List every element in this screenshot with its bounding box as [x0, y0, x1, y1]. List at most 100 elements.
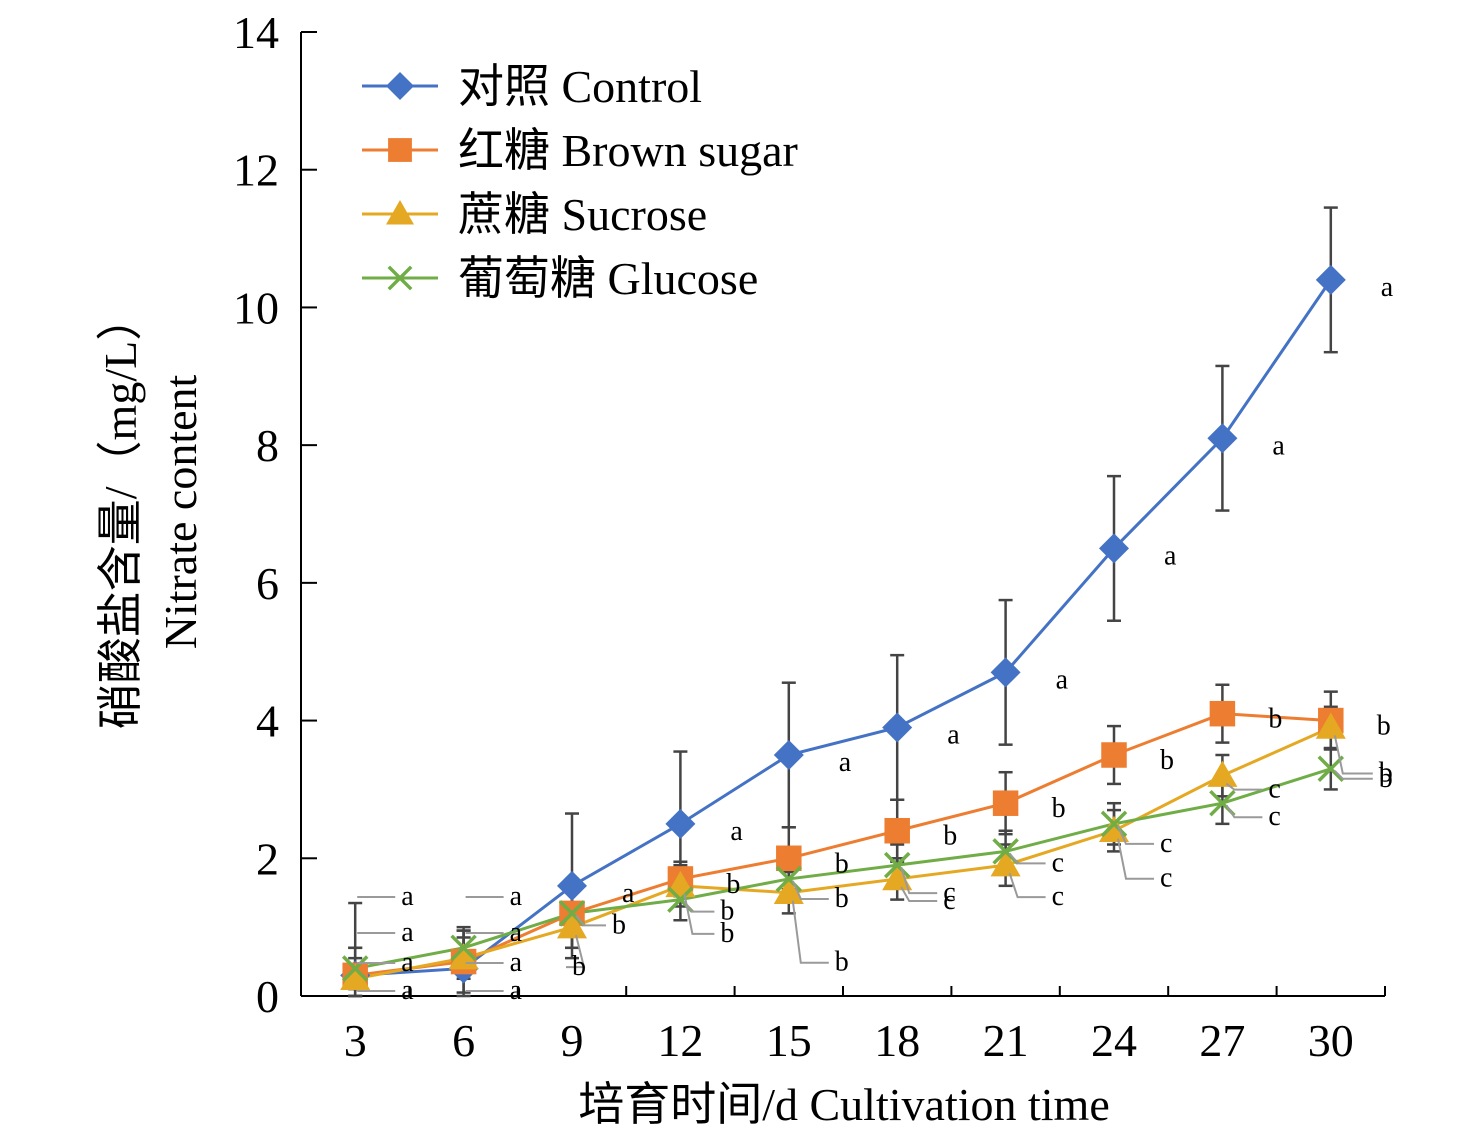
significance-letter: a — [357, 975, 414, 1006]
marker-triangle — [990, 850, 1021, 877]
marker-square — [776, 845, 802, 872]
significance-letter-text: b — [943, 821, 957, 852]
significance-letter-text: b — [1268, 704, 1282, 735]
marker-triangle — [1207, 760, 1238, 787]
significance-letter-text: a — [947, 719, 960, 750]
significance-letter-text: b — [835, 883, 849, 914]
x-tick-label: 27 — [1199, 1015, 1245, 1066]
significance-letter: b — [1052, 793, 1066, 824]
significance-letter: b — [683, 896, 734, 927]
significance-letter-text: a — [401, 975, 414, 1006]
x-tick-label: 30 — [1308, 1015, 1354, 1066]
marker-diamond — [882, 712, 913, 743]
marker-triangle — [340, 963, 371, 991]
significance-letter: a — [730, 816, 743, 847]
series-line — [354, 767, 1332, 970]
marker-diamond — [557, 870, 587, 901]
significance-letter: a — [465, 917, 523, 948]
significance-letter: a — [357, 947, 414, 978]
significance-letter: b — [791, 880, 849, 914]
significance-letter: b — [683, 893, 734, 949]
significance-letter-text: a — [401, 947, 414, 978]
y-tick-label: 2 — [256, 833, 279, 884]
marker-triangle — [557, 912, 587, 939]
significance-letter-text: a — [839, 747, 852, 778]
significance-letter-text: b — [720, 896, 734, 927]
significance-letter-text: a — [401, 917, 414, 948]
leader-line — [791, 880, 829, 900]
significance-letter-text: c — [1160, 863, 1172, 894]
significance-letter-text: c — [1160, 828, 1172, 859]
marker-square — [992, 790, 1019, 816]
leader-line — [566, 934, 586, 969]
marker-x-stroke — [558, 900, 586, 927]
x-tick-label: 12 — [657, 1015, 703, 1066]
marker-square — [1101, 742, 1127, 768]
x-tick-label: 9 — [561, 1015, 584, 1066]
marker-square — [388, 138, 412, 162]
marker-triangle — [386, 200, 414, 225]
significance-letter: c — [1117, 838, 1172, 894]
marker-triangle — [773, 877, 804, 904]
y-tick-label: 4 — [256, 696, 279, 747]
marker-square — [884, 817, 910, 844]
marker-diamond — [1099, 533, 1129, 564]
significance-letter: a — [947, 719, 960, 750]
y-axis-title: 硝酸盐含量/（mg/L） Nitrate content — [95, 295, 206, 729]
significance-letter: b — [791, 900, 849, 978]
significance-letter: c — [1008, 872, 1064, 912]
significance-letter: c — [1008, 847, 1064, 878]
significance-letter-text: a — [510, 947, 523, 978]
significance-letter-text: b — [1052, 793, 1066, 824]
significance-letter-text: a — [510, 881, 523, 912]
marker-diamond — [665, 808, 696, 839]
significance-letter-text: b — [1160, 745, 1174, 776]
legend-label: 葡萄糖 Glucose — [458, 253, 758, 304]
marker-diamond — [1207, 423, 1238, 454]
significance-letter-text: c — [943, 885, 955, 916]
y-tick-label: 12 — [233, 145, 279, 196]
marker-x — [1100, 810, 1128, 838]
marker-x — [775, 865, 803, 893]
significance-letter-text: c — [943, 877, 955, 908]
significance-letter-text: c — [1268, 801, 1280, 832]
significance-letter: a — [839, 747, 852, 778]
y-tick-label: 8 — [256, 420, 279, 471]
leader-line — [683, 893, 715, 935]
x-tick-label: 21 — [983, 1015, 1029, 1066]
marker-x-stroke — [1100, 810, 1128, 838]
marker-diamond — [990, 657, 1021, 688]
significance-letter-text: b — [1379, 757, 1393, 788]
significance-letter: a — [357, 881, 414, 912]
marker-diamond — [1315, 264, 1346, 295]
leader-line — [683, 900, 715, 913]
significance-letter-text: c — [1052, 881, 1064, 912]
significance-letter: b — [1333, 735, 1393, 788]
significance-letter-text: b — [1379, 763, 1393, 794]
legend-item: 葡萄糖 Glucose — [362, 253, 758, 304]
significance-letter: a — [1272, 430, 1285, 461]
significance-letter: a — [465, 881, 523, 912]
significance-letter: a — [622, 878, 635, 909]
legend-label: 红糖 Brown sugar — [458, 125, 798, 176]
marker-x — [341, 955, 369, 982]
y-tick-label: 14 — [233, 7, 279, 58]
marker-x-stroke — [341, 955, 369, 982]
y-axis-title-line2: Nitrate content — [155, 374, 206, 649]
marker-x — [1317, 755, 1345, 783]
significance-letter-text: a — [1381, 272, 1394, 303]
legend-item: 红糖 Brown sugar — [362, 125, 798, 176]
significance-letter: b — [726, 869, 740, 900]
significance-letter-text: b — [726, 869, 740, 900]
significance-letter: b — [1160, 745, 1174, 776]
marker-x-stroke — [883, 851, 911, 879]
significance-letter: a — [1381, 272, 1394, 303]
marker-x-stroke — [1209, 789, 1236, 817]
leader-line — [1334, 770, 1373, 780]
legend-item: 对照 Control — [362, 61, 702, 112]
significance-letter: a — [1056, 664, 1069, 695]
significance-letter: a — [1164, 540, 1177, 571]
significance-letter: a — [357, 917, 414, 948]
leader-line — [900, 886, 938, 902]
